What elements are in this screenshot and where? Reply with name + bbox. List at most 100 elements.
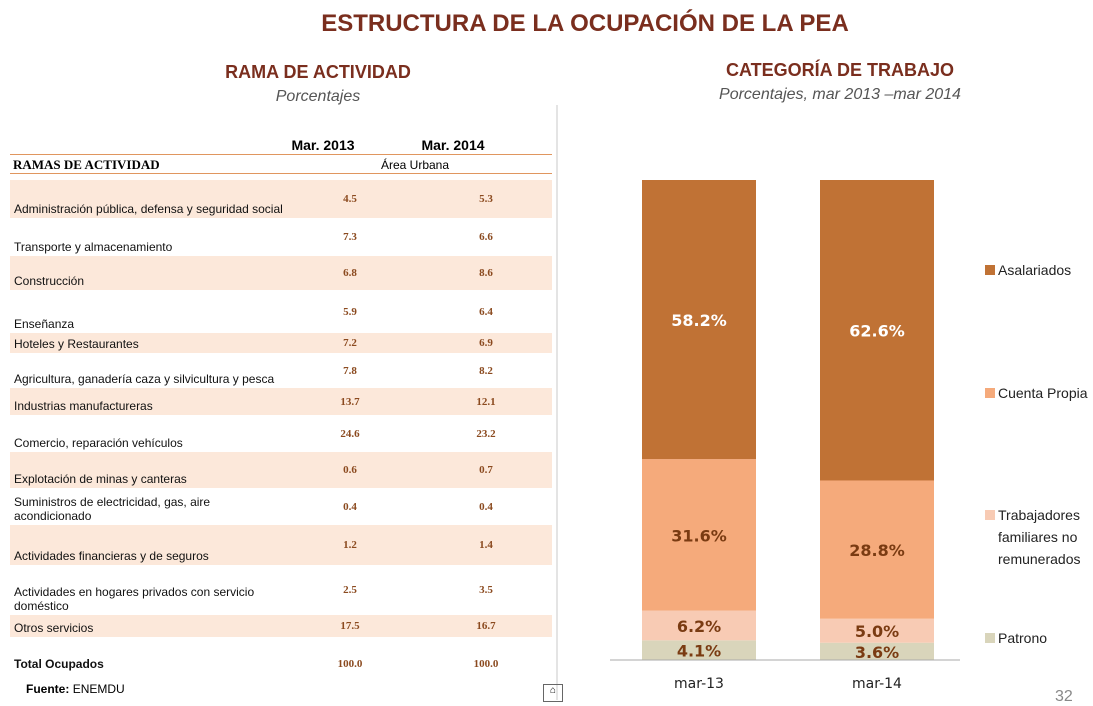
row-label: Transporte y almacenamiento <box>14 240 173 254</box>
data-label: 4.1% <box>677 642 721 661</box>
table-row: Otros servicios 17.5 16.7 <box>10 615 552 637</box>
cell: 16.7 <box>476 620 496 632</box>
table-row: Transporte y almacenamiento 7.3 6.6 <box>10 218 552 256</box>
page-number: 32 <box>1055 688 1073 705</box>
cell: 0.7 <box>479 464 493 476</box>
cell: 23.2 <box>476 427 496 440</box>
source-label: Fuente: <box>26 682 70 696</box>
row-label: Administración pública, defensa y seguri… <box>14 202 283 216</box>
chart-subtitle: Porcentajes, mar 2013 –mar 2014 <box>719 86 961 103</box>
cell: 6.8 <box>343 267 357 279</box>
cell: 17.5 <box>340 620 360 632</box>
cell: 12.1 <box>476 395 496 408</box>
table-row: Administración pública, defensa y seguri… <box>10 180 552 218</box>
cell: 0.4 <box>343 500 357 513</box>
cell: 0.6 <box>343 464 357 476</box>
data-label: 31.6% <box>671 526 727 545</box>
bar-segment <box>820 642 934 660</box>
bar-segment <box>820 480 934 619</box>
row-label: Explotación de minas y canteras <box>14 472 187 486</box>
cell: 4.5 <box>343 193 357 205</box>
table-row: Construcción 6.8 8.6 <box>10 256 552 290</box>
chart-title: CATEGORÍA DE TRABAJO <box>725 60 954 80</box>
row-label: Suministros de electricidad, gas, aire a… <box>14 495 211 523</box>
table-row: Agricultura, ganadería caza y silvicultu… <box>10 353 552 388</box>
divider <box>556 105 558 700</box>
cell: 7.2 <box>343 337 357 349</box>
row-label: Actividades en hogares privados con serv… <box>14 585 255 613</box>
cell: 0.4 <box>479 500 493 513</box>
bar-segment <box>642 180 756 460</box>
data-label: 62.6% <box>849 322 905 341</box>
cell: 2.5 <box>343 584 357 596</box>
legend-swatch <box>985 633 995 643</box>
left-heading: RAMA DE ACTIVIDAD <box>225 62 411 82</box>
table-row: Enseñanza 5.9 6.4 <box>10 290 552 333</box>
source: Fuente: ENEMDU <box>26 682 125 696</box>
table-row: Actividades en hogares privados con serv… <box>10 565 552 615</box>
cell: 13.7 <box>340 395 360 408</box>
data-label: 3.6% <box>855 643 899 662</box>
legend-swatch <box>985 265 995 275</box>
cell: 8.6 <box>479 267 493 279</box>
cell: 1.4 <box>479 539 493 551</box>
cell: 6.6 <box>479 231 493 243</box>
legend-label: Patrono <box>998 630 1048 646</box>
rule <box>10 154 552 155</box>
cell: 5.3 <box>479 193 493 205</box>
title: ESTRUCTURA DE LA OCUPACIÓN DE LA PEA <box>321 10 849 37</box>
cell: 7.3 <box>343 231 357 243</box>
bar-segment <box>820 618 934 643</box>
data-label: 6.2% <box>677 617 721 636</box>
rule <box>10 173 552 174</box>
cell: 3.5 <box>479 584 493 596</box>
legend-swatch <box>985 388 995 398</box>
legend-label: Trabajadores familiares no remunerados <box>998 507 1081 567</box>
row-label: Otros servicios <box>14 621 94 635</box>
data-label: 58.2% <box>671 311 727 330</box>
x-tick-label: mar-14 <box>852 676 902 692</box>
cell: 24.6 <box>340 427 360 440</box>
x-tick-label: mar-13 <box>674 676 724 692</box>
table-row: Suministros de electricidad, gas, aire a… <box>10 488 552 525</box>
source-text: ENEMDU <box>72 682 125 696</box>
column-header: Mar. 2013 <box>291 137 355 153</box>
row-label: Construcción <box>14 274 85 288</box>
table-row: Total Ocupados 100.0 100.0 <box>10 655 552 673</box>
bar-segment <box>820 180 934 481</box>
row-label: Hoteles y Restaurantes <box>14 337 139 351</box>
legend-label: Cuenta Propia <box>998 385 1088 401</box>
cell: 6.9 <box>479 337 493 349</box>
legend-swatch <box>985 510 995 520</box>
column-header: Mar. 2014 <box>421 137 485 153</box>
cell: 8.2 <box>479 364 493 377</box>
table-row: Comercio, reparación vehículos 24.6 23.2 <box>10 415 552 452</box>
group-label: RAMAS DE ACTIVIDAD <box>13 157 160 172</box>
cell: 6.4 <box>479 305 493 318</box>
bar-segment <box>642 640 756 660</box>
cell: 1.2 <box>343 539 357 551</box>
cell: 7.8 <box>343 364 357 377</box>
group-value: Área Urbana <box>380 158 450 172</box>
table-row: Actividades financieras y de seguros 1.2 1… <box>10 525 552 565</box>
bar-segment <box>642 459 756 611</box>
row-label: Industrias manufactureras <box>14 399 153 413</box>
data-label: 5.0% <box>855 622 899 641</box>
table: Mar. 2013 Mar. 2014 RAMAS DE ACTIVIDAD Á… <box>10 135 552 675</box>
row-label: Enseñanza <box>14 317 75 331</box>
cell: 5.9 <box>343 305 357 318</box>
cell: 100.0 <box>337 658 363 670</box>
table-row: Explotación de minas y canteras 0.6 0.7 <box>10 452 552 488</box>
left-subheading: Porcentajes <box>275 88 361 105</box>
row-label: Total Ocupados <box>14 657 104 671</box>
row-label: Agricultura, ganadería caza y silvicultu… <box>14 372 275 386</box>
cell: 100.0 <box>473 658 499 670</box>
table-row: Industrias manufactureras 13.7 12.1 <box>10 388 552 415</box>
table-row: Hoteles y Restaurantes 7.2 6.9 <box>10 333 552 353</box>
bar-segment <box>642 610 756 641</box>
row-label: Actividades financieras y de seguros <box>14 549 209 563</box>
legend-label: Asalariados <box>998 262 1072 278</box>
row-label: Comercio, reparación vehículos <box>14 436 183 450</box>
data-label: 28.8% <box>849 541 905 560</box>
